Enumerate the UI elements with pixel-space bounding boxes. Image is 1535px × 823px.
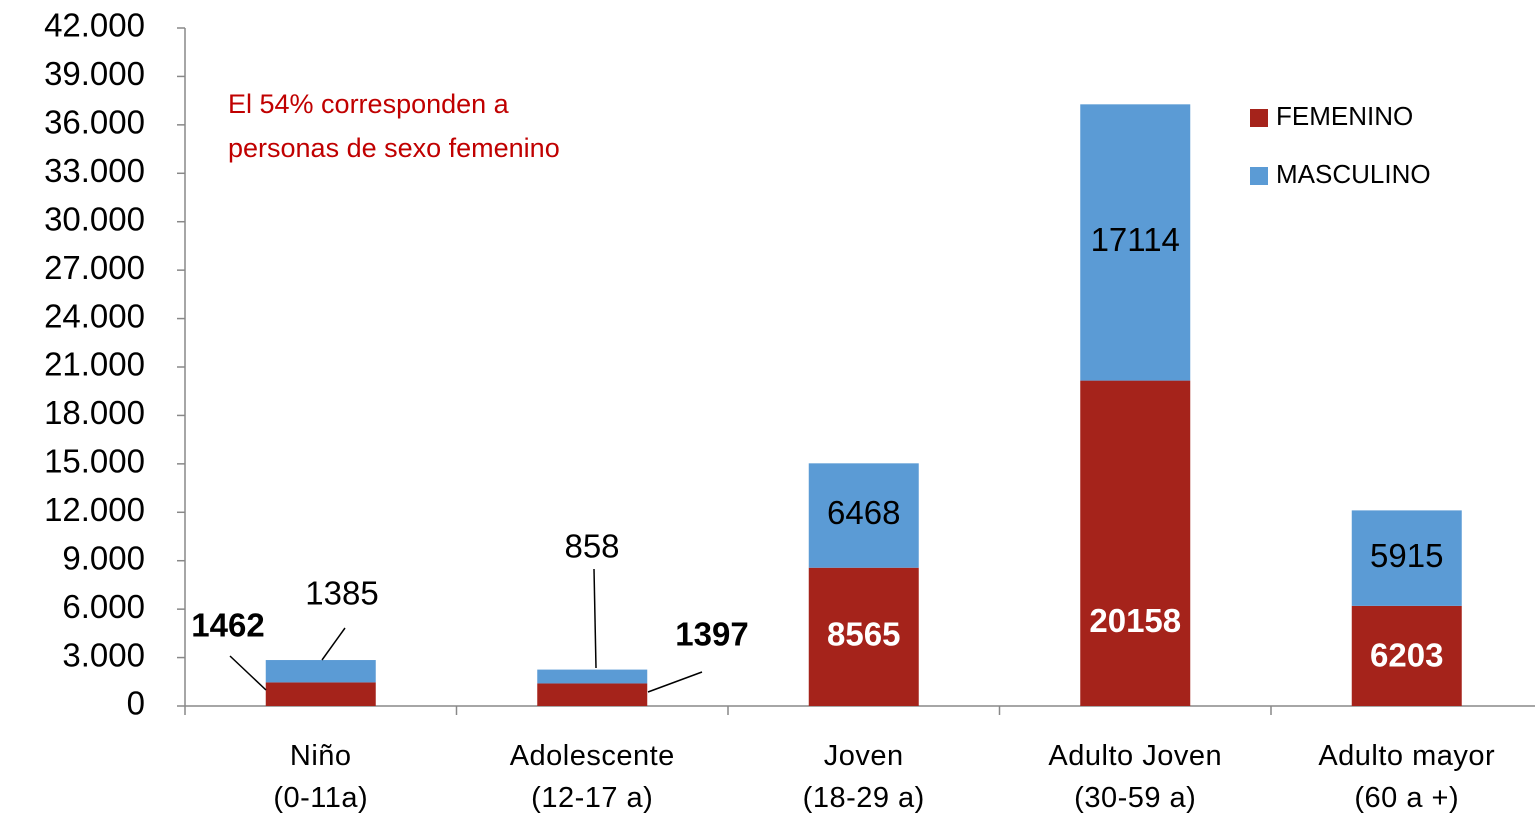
y-tick-label: 3.000 bbox=[62, 636, 145, 673]
legend-swatch bbox=[1250, 109, 1268, 127]
x-tick-label: Adulto Joven (30-59 a) bbox=[1048, 740, 1223, 814]
data-label: 17114 bbox=[1091, 221, 1180, 258]
legend-label: MASCULINO bbox=[1276, 159, 1431, 189]
y-tick-label: 18.000 bbox=[44, 394, 145, 431]
leader-line bbox=[647, 671, 703, 693]
leader-line bbox=[593, 568, 597, 669]
legend-swatch bbox=[1250, 167, 1268, 185]
bar-segment bbox=[1080, 380, 1191, 706]
bar-segment bbox=[1351, 510, 1462, 606]
y-tick-label: 30.000 bbox=[44, 200, 145, 237]
data-label: 5915 bbox=[1370, 537, 1443, 574]
bar-segment bbox=[1351, 605, 1462, 706]
data-label: 8565 bbox=[827, 616, 900, 653]
y-tick-label: 9.000 bbox=[62, 539, 145, 576]
y-tick-label: 21.000 bbox=[44, 346, 145, 383]
leader-line bbox=[229, 655, 267, 691]
data-label: 1397 bbox=[675, 616, 748, 653]
data-label: 858 bbox=[564, 528, 619, 565]
y-tick-label: 6.000 bbox=[62, 588, 145, 625]
data-label: 6468 bbox=[827, 494, 900, 531]
data-label: 1385 bbox=[305, 575, 378, 612]
data-label: 20158 bbox=[1089, 602, 1181, 639]
bar-segment bbox=[537, 669, 648, 684]
y-tick-label: 36.000 bbox=[44, 104, 145, 141]
y-tick-label: 15.000 bbox=[44, 443, 145, 480]
x-tick-label: Adolescente (12-17 a) bbox=[509, 740, 675, 814]
x-tick-label: Adulto mayor (60 a +) bbox=[1318, 740, 1496, 814]
y-tick-label: 42.000 bbox=[44, 7, 145, 44]
x-tick-label: Joven (18-29 a) bbox=[802, 740, 925, 814]
bar-segment bbox=[265, 660, 376, 683]
y-tick-label: 12.000 bbox=[44, 491, 145, 528]
bar-segment bbox=[808, 567, 919, 706]
y-tick-label: 33.000 bbox=[44, 152, 145, 189]
bar-segment bbox=[1080, 104, 1191, 381]
legend-label: FEMENINO bbox=[1276, 101, 1413, 131]
y-tick-label: 27.000 bbox=[44, 249, 145, 286]
data-label: 1462 bbox=[191, 607, 264, 644]
annotation: El 54% corresponden a personas de sexo f… bbox=[228, 89, 560, 163]
x-tick-label: Niño (0-11a) bbox=[273, 740, 369, 814]
y-tick-label: 24.000 bbox=[44, 297, 145, 334]
leader-line bbox=[321, 627, 346, 661]
bar-segment bbox=[808, 463, 919, 568]
bar-segment bbox=[537, 683, 648, 706]
y-tick-label: 39.000 bbox=[44, 55, 145, 92]
bar-segment bbox=[265, 682, 376, 706]
data-label: 6203 bbox=[1370, 637, 1443, 674]
y-tick-label: 0 bbox=[127, 685, 145, 722]
